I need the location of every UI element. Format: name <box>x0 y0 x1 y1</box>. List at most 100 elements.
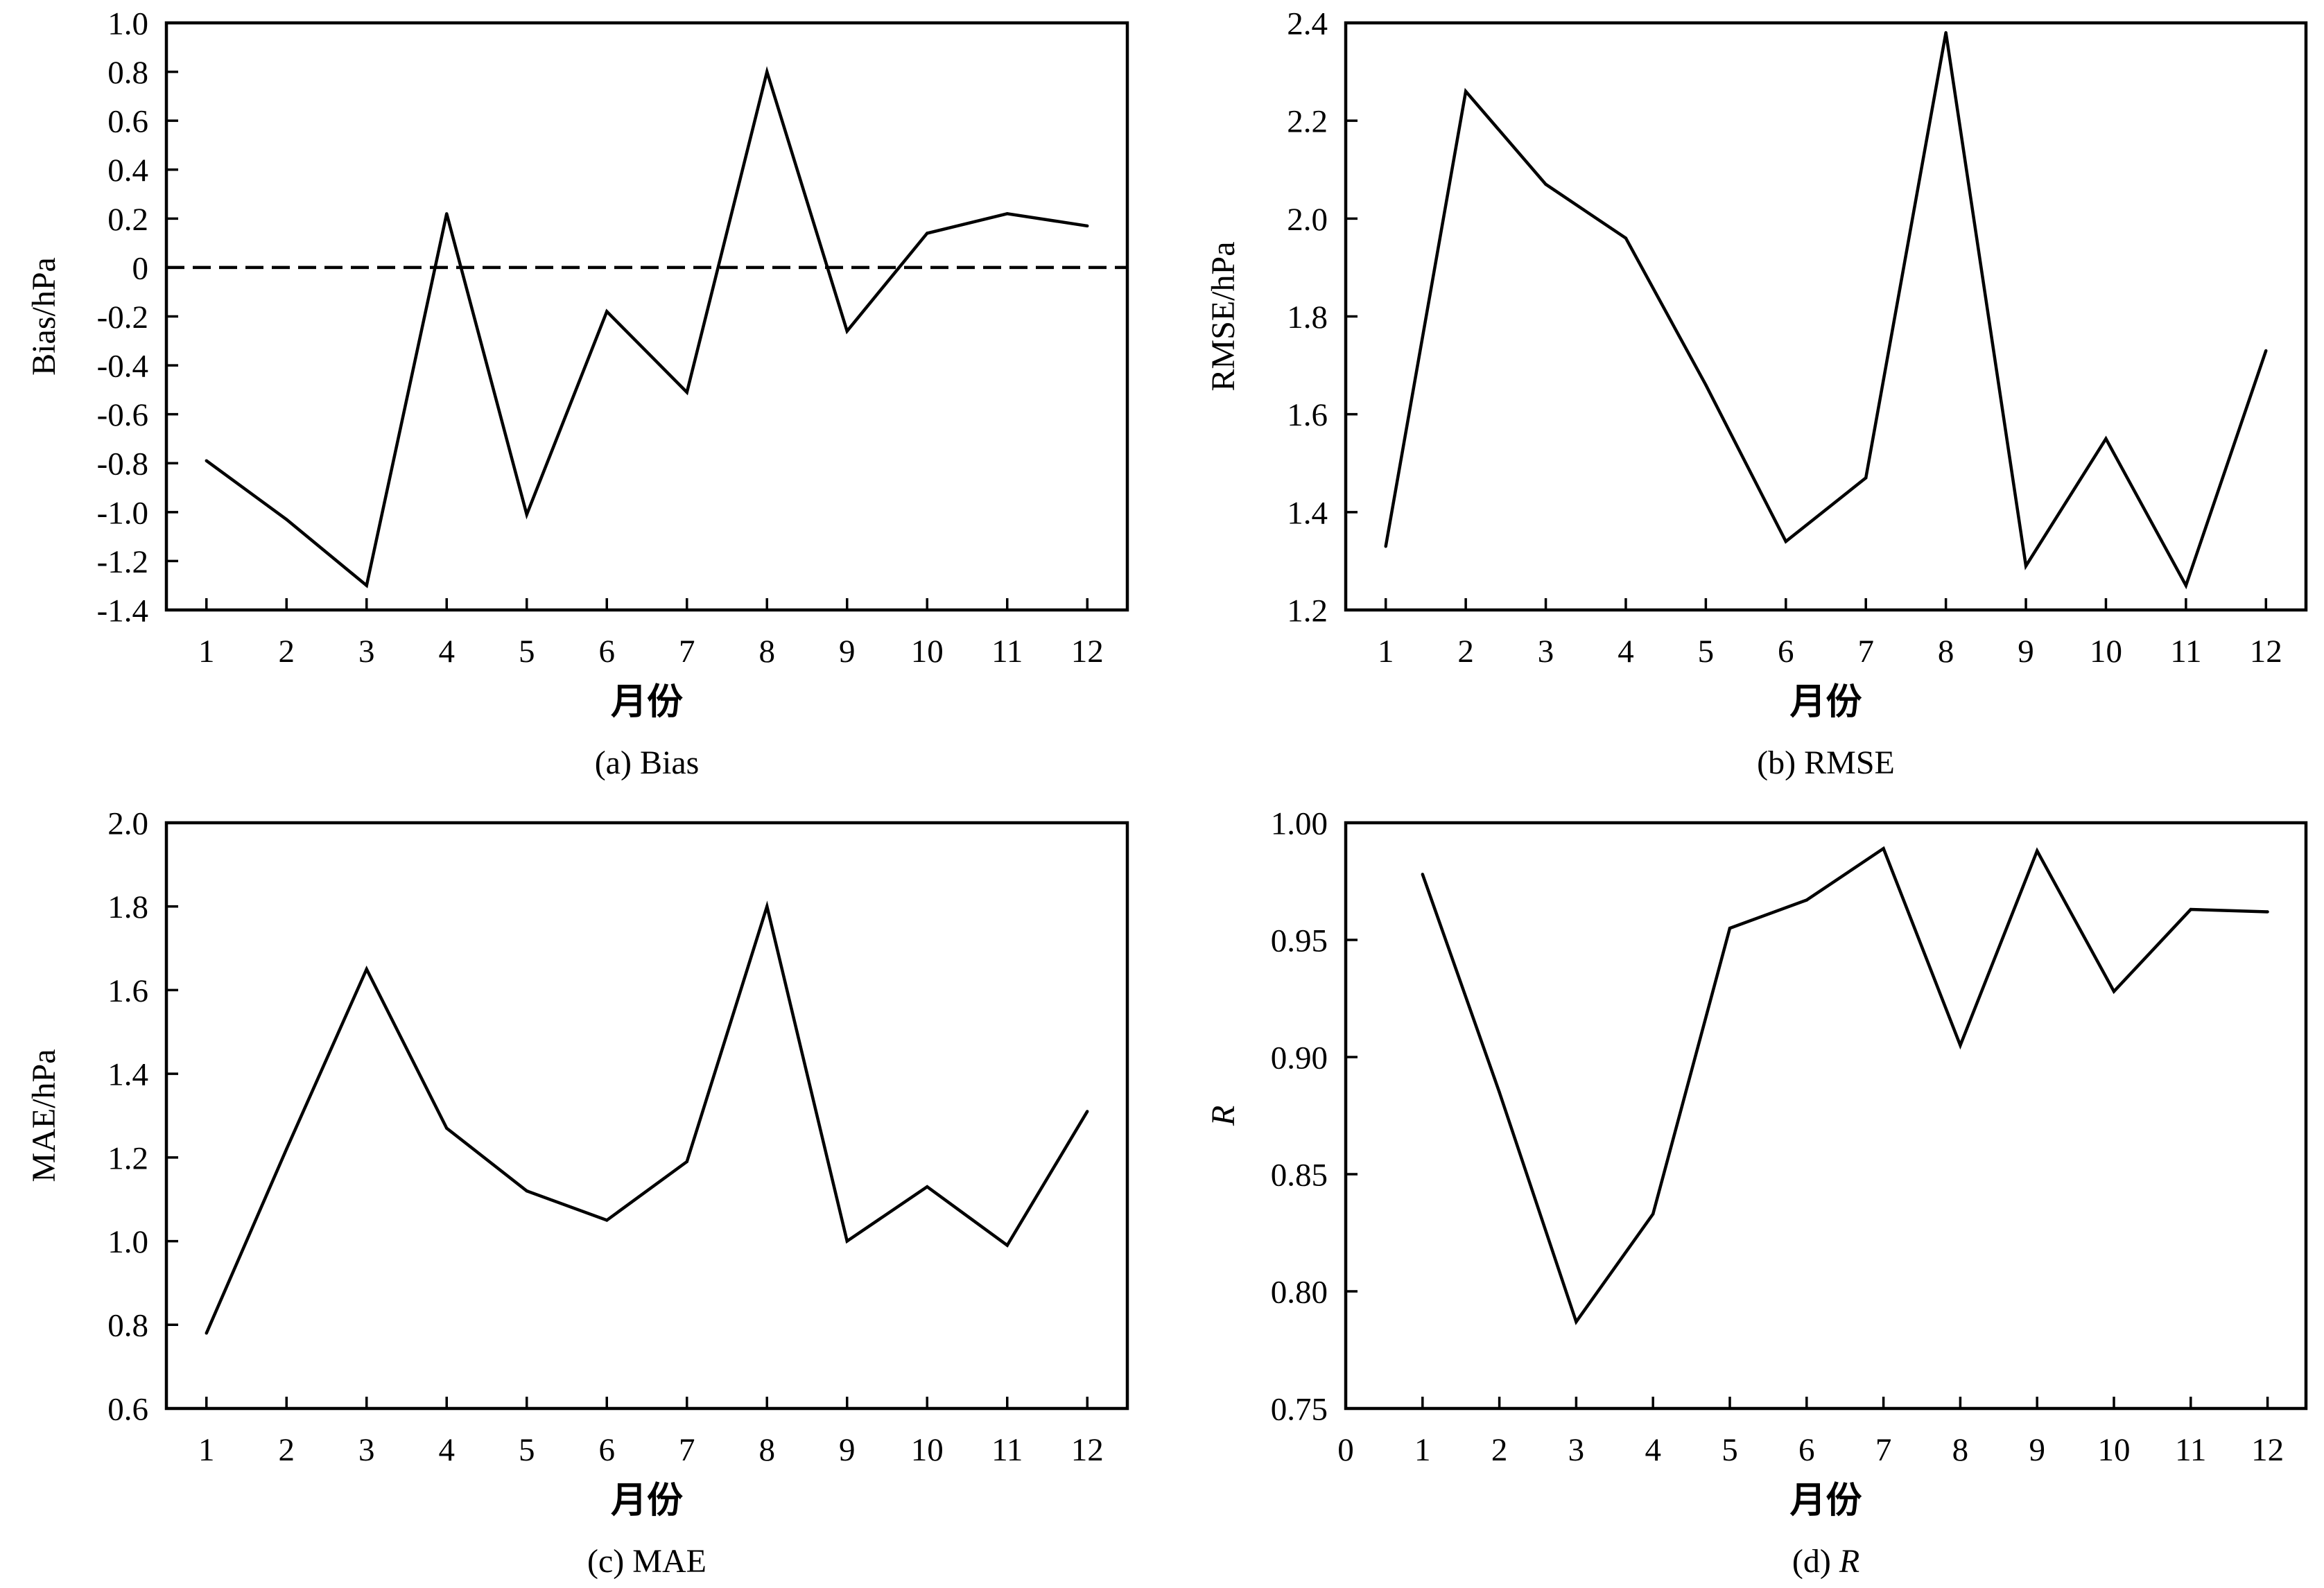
y-tick-label: 1.00 <box>1271 805 1328 841</box>
x-tick-label: 6 <box>599 634 616 670</box>
x-tick-label: 10 <box>2098 1432 2131 1468</box>
y-tick-label: 1.8 <box>1287 299 1328 335</box>
panel-caption-tag: (a) <box>595 744 632 781</box>
x-tick-label: 1 <box>198 634 215 670</box>
chart-panel-d-r: 1.000.950.900.850.800.750 1 2 3 4 5 6 7 8 9 10 11 12… <box>1205 805 2308 1580</box>
data-point <box>926 1185 929 1189</box>
data-point <box>605 310 609 313</box>
y-tick-label: -0.4 <box>97 349 148 385</box>
y-tick-label: 0.4 <box>107 152 148 189</box>
series-line <box>1421 846 2268 1325</box>
data-point <box>1728 926 1732 930</box>
y-tick-label: 2.4 <box>1287 6 1328 42</box>
x-tick-label: 1 <box>198 1432 215 1468</box>
panel-caption-name: Bias <box>640 744 699 781</box>
x-tick-label: 5 <box>519 634 535 670</box>
data-point <box>765 70 769 73</box>
x-tick-label: 4 <box>1618 634 1634 670</box>
data-point <box>1005 1244 1009 1247</box>
y-tick-label: -1.4 <box>97 593 148 629</box>
y-tick-label: -1.2 <box>97 544 148 580</box>
y-tick-label: -1.0 <box>97 495 148 531</box>
y-tick-label: 0 <box>132 250 149 286</box>
data-point <box>1864 476 1868 480</box>
panel-caption-name: RMSE <box>1804 744 1895 781</box>
y-tick-label: 1.0 <box>107 6 148 42</box>
y-tick-label: 1.8 <box>107 889 148 925</box>
data-point <box>1384 545 1387 548</box>
y-tick-label: -0.6 <box>97 397 148 433</box>
x-tick-label: 8 <box>1938 634 1954 670</box>
data-point <box>285 1147 288 1151</box>
panel-caption-tag: (d) <box>1792 1543 1831 1580</box>
chart-panel-a-bias: 1.0 0.8 0.6 0.4 0.2 0 -0.2 -0.4 -0.6 -0.8 -1.0 -1.2… <box>26 6 1129 781</box>
data-point <box>1704 383 1708 387</box>
data-point <box>2104 437 2108 441</box>
y-tick-label: 1.4 <box>107 1057 148 1093</box>
data-point <box>1498 1090 1501 1094</box>
x-tick-label: 4 <box>1645 1432 1661 1468</box>
panel-caption-name: R <box>1839 1543 1859 1580</box>
x-axis-label: 月份 <box>611 1480 683 1521</box>
y-tick-label: 0.8 <box>107 55 148 91</box>
data-point <box>285 518 288 521</box>
x-tick-label: 10 <box>911 634 944 670</box>
panel-caption: (b) RMSE <box>1757 744 1895 781</box>
y-tick-label: 1.0 <box>107 1224 148 1260</box>
data-point <box>445 212 449 216</box>
x-axis-label: 月份 <box>1789 681 1862 723</box>
data-point <box>2264 349 2268 353</box>
y-tick-label: 0.75 <box>1271 1391 1328 1427</box>
data-point <box>2036 849 2039 853</box>
data-point <box>1651 1212 1655 1216</box>
x-tick-label: 12 <box>2251 1432 2284 1468</box>
x-tick-label: 1 <box>1378 634 1394 670</box>
data-point <box>2184 584 2188 587</box>
y-tick-label: 0.85 <box>1271 1157 1328 1193</box>
panel-caption: (a) Bias <box>595 744 700 781</box>
data-point <box>1421 873 1424 876</box>
plot-frame <box>164 21 1129 612</box>
y-tick-label: 0.80 <box>1271 1274 1328 1310</box>
x-tick-label: 10 <box>2090 634 2122 670</box>
x-tick-label: 7 <box>1875 1432 1892 1468</box>
x-tick-label: 3 <box>1568 1432 1585 1468</box>
panel-caption-tag: (b) <box>1757 744 1796 781</box>
data-point <box>1544 182 1547 186</box>
chart-panel-c-mae: 2.01.81.61.41.21.00.80.61 2 3 4 5 6 7 8 9 10 11 12M… <box>26 805 1129 1580</box>
x-tick-label: 6 <box>1778 634 1794 670</box>
y-tick-label: 2.2 <box>1287 104 1328 140</box>
panel-caption-space <box>1831 1543 1839 1580</box>
x-tick-label: 12 <box>1071 1432 1104 1468</box>
data-point <box>2112 990 2116 993</box>
data-point <box>1944 30 1948 35</box>
data-point <box>605 1219 609 1222</box>
y-tick-label: 2.0 <box>1287 202 1328 238</box>
panel-caption: (d) R <box>1792 1543 1859 1580</box>
y-axis-label: Bias/hPa <box>26 257 62 376</box>
data-point <box>1805 898 1808 902</box>
data-point <box>1624 236 1628 240</box>
x-tick-label: 10 <box>911 1432 944 1468</box>
data-point <box>1086 224 1089 228</box>
data-point <box>685 390 688 394</box>
panel-caption-space <box>1796 744 1804 781</box>
data-point <box>445 1126 449 1130</box>
x-tick-label: 11 <box>991 634 1023 670</box>
y-axis-label: R <box>1205 1106 1242 1126</box>
x-tick-label: 4 <box>439 1432 456 1468</box>
x-tick-label: 3 <box>358 634 375 670</box>
x-axis-label: 月份 <box>611 681 683 723</box>
panel-caption-space <box>632 744 640 781</box>
data-point <box>1464 89 1468 94</box>
x-tick-label: 6 <box>1798 1432 1815 1468</box>
x-tick-label: 0 <box>1337 1432 1354 1468</box>
data-point <box>1575 1320 1578 1324</box>
x-tick-label: 7 <box>1857 634 1874 670</box>
x-tick-label: 9 <box>839 1432 856 1468</box>
x-tick-label: 5 <box>1722 1432 1738 1468</box>
panel-caption: (c) MAE <box>587 1543 706 1580</box>
data-point <box>1959 1043 1962 1047</box>
x-tick-label: 12 <box>1071 634 1104 670</box>
